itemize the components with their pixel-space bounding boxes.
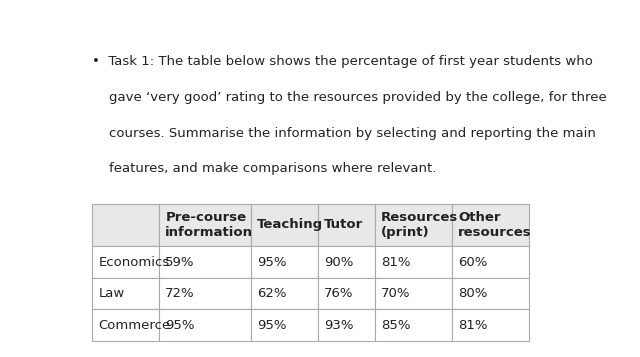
Bar [318, 246, 375, 278]
Text: 95%: 95% [257, 256, 287, 268]
Text: features, and make comparisons where relevant.: features, and make comparisons where rel… [92, 162, 436, 175]
Text: 62%: 62% [257, 287, 287, 300]
Bar [318, 203, 375, 246]
Text: 90%: 90% [324, 256, 353, 268]
Text: 60%: 60% [458, 256, 487, 268]
Bar [375, 278, 452, 310]
Bar [251, 246, 318, 278]
Bar [92, 278, 159, 310]
Bar [251, 310, 318, 341]
Text: 95%: 95% [165, 319, 195, 332]
Text: 59%: 59% [165, 256, 195, 268]
Text: 81%: 81% [458, 319, 488, 332]
Bar [92, 310, 159, 341]
Text: 93%: 93% [324, 319, 353, 332]
Text: 85%: 85% [381, 319, 411, 332]
Text: •  Task 1: The table below shows the percentage of first year students who: • Task 1: The table below shows the perc… [92, 55, 593, 68]
Text: 80%: 80% [458, 287, 487, 300]
Bar [251, 203, 318, 246]
Text: 95%: 95% [257, 319, 287, 332]
Text: Economics: Economics [99, 256, 170, 268]
Bar [452, 203, 529, 246]
Text: Law: Law [99, 287, 125, 300]
Text: 81%: 81% [381, 256, 411, 268]
Bar [452, 278, 529, 310]
Bar [159, 203, 251, 246]
Bar [159, 310, 251, 341]
Bar [375, 203, 452, 246]
Text: courses. Summarise the information by selecting and reporting the main: courses. Summarise the information by se… [92, 127, 596, 140]
Text: Pre-course
information: Pre-course information [165, 211, 253, 239]
Text: 76%: 76% [324, 287, 353, 300]
Text: 70%: 70% [381, 287, 411, 300]
Bar [318, 310, 375, 341]
Bar [375, 310, 452, 341]
Bar [159, 278, 251, 310]
Text: Tutor: Tutor [324, 218, 364, 231]
Text: Other
resources: Other resources [458, 211, 532, 239]
Bar [318, 278, 375, 310]
Bar [452, 246, 529, 278]
Bar [92, 246, 159, 278]
Text: gave ‘very good’ rating to the resources provided by the college, for three: gave ‘very good’ rating to the resources… [92, 91, 607, 104]
Text: Teaching: Teaching [257, 218, 323, 231]
Text: Resources
(print): Resources (print) [381, 211, 458, 239]
Bar [159, 246, 251, 278]
Text: Commerce: Commerce [99, 319, 171, 332]
Text: 72%: 72% [165, 287, 195, 300]
Bar [452, 310, 529, 341]
Bar [375, 246, 452, 278]
Bar [92, 203, 159, 246]
Bar [251, 278, 318, 310]
